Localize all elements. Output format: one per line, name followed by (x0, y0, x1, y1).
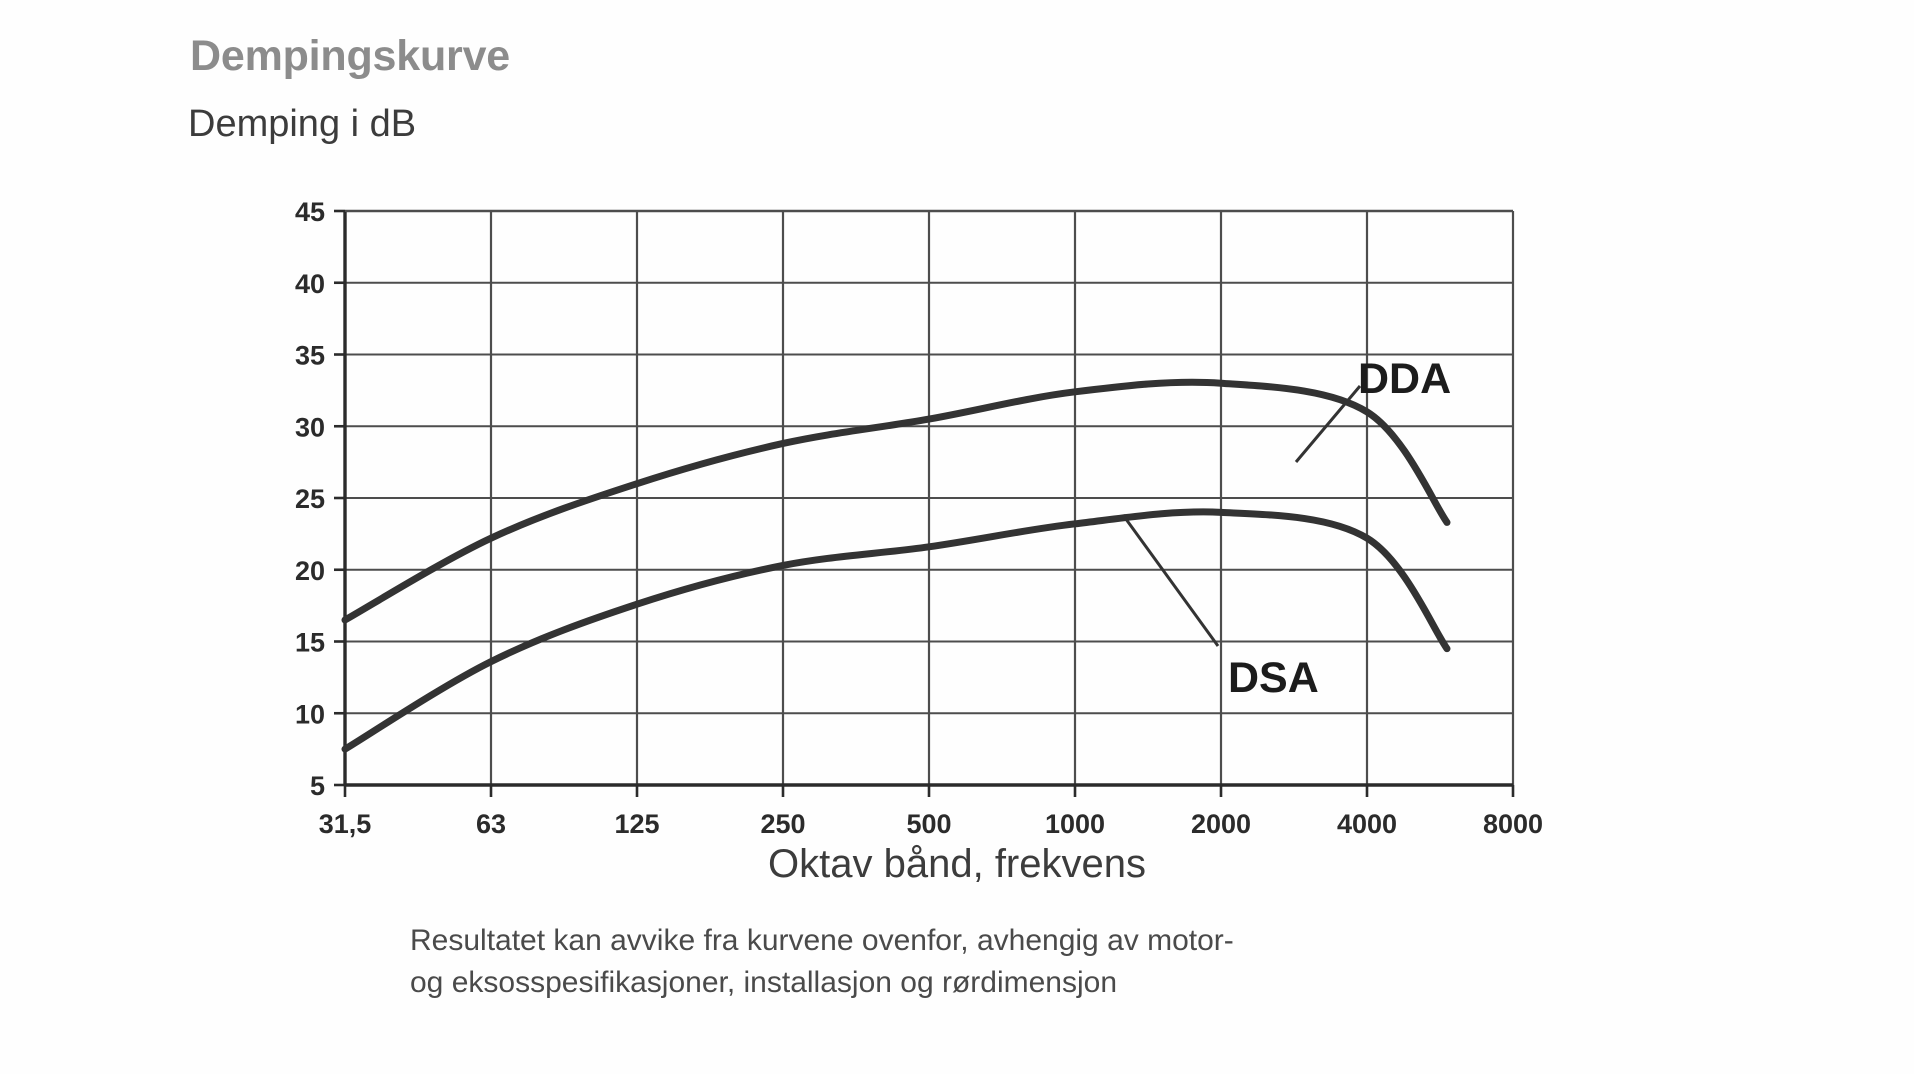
x-tick-label: 8000 (1483, 809, 1543, 839)
vertical-gridlines (343, 211, 1515, 785)
x-tick-label: 500 (906, 809, 951, 839)
x-axis-tick-labels: 31,5 63 125 250 500 1000 2000 4000 8000 (319, 809, 1543, 839)
x-tick-label: 4000 (1337, 809, 1397, 839)
x-tick-label: 125 (614, 809, 659, 839)
y-tick-label: 25 (295, 484, 325, 514)
y-tick-label: 20 (295, 556, 325, 586)
y-tick-label: 30 (295, 412, 325, 442)
y-tick-label: 40 (295, 269, 325, 299)
y-tick-label: 35 (295, 341, 325, 371)
curve-annotations: DDA DSA (1228, 355, 1451, 702)
x-tick-label: 2000 (1191, 809, 1251, 839)
curve-dda (341, 378, 1451, 624)
caption-line-2: og eksosspesifikasjoner, installasjon og… (410, 966, 1118, 999)
x-tick-label: 250 (760, 809, 805, 839)
y-axis-tickmarks (334, 209, 345, 787)
y-axis-tick-labels: 45 40 35 30 25 20 15 10 5 (295, 197, 325, 801)
chart-caption: Resultatet kan avvike fra kurvene ovenfo… (410, 920, 1510, 1004)
dsa-series-label: DSA (1228, 654, 1319, 702)
x-tick-label: 1000 (1045, 809, 1105, 839)
y-tick-label: 5 (310, 771, 325, 801)
y-axis-title: Demping i dB (188, 103, 417, 145)
page-title: Dempingskurve (190, 32, 511, 80)
x-tick-label: 31,5 (319, 809, 372, 839)
x-tick-label: 63 (476, 809, 506, 839)
y-tick-label: 45 (295, 197, 325, 227)
x-axis-tickmarks (343, 785, 1515, 797)
curve-dsa (341, 508, 1451, 753)
dsa-leader-line (1121, 514, 1220, 647)
y-tick-label: 10 (295, 699, 325, 729)
data-curves (341, 378, 1451, 753)
annotation-leader-lines (1121, 385, 1362, 647)
dda-leader-line (1294, 385, 1362, 463)
dda-series-label: DDA (1358, 355, 1451, 403)
caption-line-1: Resultatet kan avvike fra kurvene ovenfo… (410, 924, 1234, 957)
y-tick-label: 15 (295, 628, 325, 658)
x-axis-title: Oktav bånd, frekvens (768, 842, 1146, 886)
